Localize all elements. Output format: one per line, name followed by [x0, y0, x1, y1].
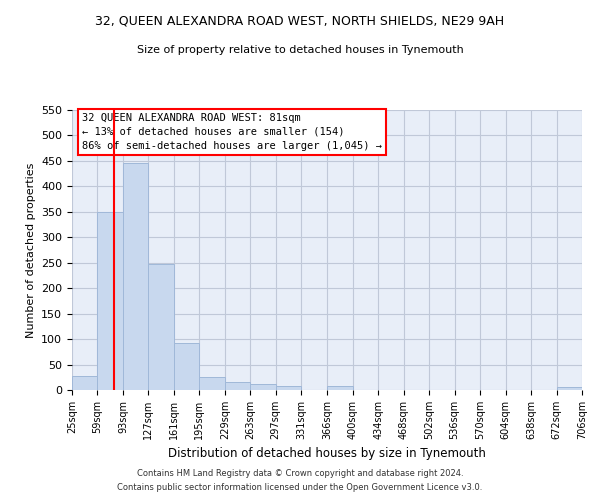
- X-axis label: Distribution of detached houses by size in Tynemouth: Distribution of detached houses by size …: [168, 448, 486, 460]
- Bar: [557, 388, 582, 390]
- Text: Size of property relative to detached houses in Tynemouth: Size of property relative to detached ho…: [137, 45, 463, 55]
- Y-axis label: Number of detached properties: Number of detached properties: [26, 162, 35, 338]
- Bar: [225, 382, 250, 390]
- Bar: [276, 386, 301, 390]
- Bar: [250, 384, 276, 390]
- Bar: [72, 376, 97, 390]
- Bar: [148, 264, 174, 390]
- Text: 32 QUEEN ALEXANDRA ROAD WEST: 81sqm
← 13% of detached houses are smaller (154)
8: 32 QUEEN ALEXANDRA ROAD WEST: 81sqm ← 13…: [82, 113, 382, 151]
- Text: 32, QUEEN ALEXANDRA ROAD WEST, NORTH SHIELDS, NE29 9AH: 32, QUEEN ALEXANDRA ROAD WEST, NORTH SHI…: [95, 15, 505, 28]
- Text: Contains HM Land Registry data © Crown copyright and database right 2024.: Contains HM Land Registry data © Crown c…: [137, 468, 463, 477]
- Bar: [328, 386, 353, 390]
- Bar: [97, 212, 123, 390]
- Bar: [174, 343, 199, 390]
- Bar: [123, 163, 148, 390]
- Bar: [199, 378, 225, 390]
- Text: Contains public sector information licensed under the Open Government Licence v3: Contains public sector information licen…: [118, 484, 482, 492]
